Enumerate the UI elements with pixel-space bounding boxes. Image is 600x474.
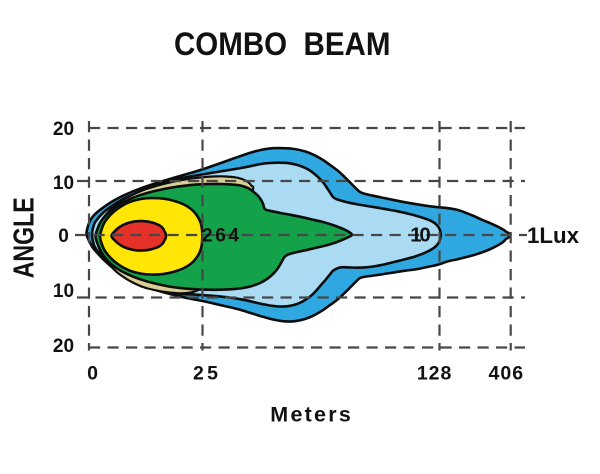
svg-text:10: 10	[410, 223, 431, 246]
svg-text:25: 25	[193, 362, 218, 384]
svg-text:264: 264	[202, 225, 239, 246]
svg-text:20: 20	[53, 336, 74, 357]
svg-text:0: 0	[58, 226, 69, 247]
svg-text:1Lux: 1Lux	[527, 223, 580, 248]
svg-text:20: 20	[53, 119, 74, 140]
svg-text:ANGLE: ANGLE	[9, 197, 41, 278]
svg-text:COMBO BEAM: COMBO BEAM	[174, 26, 391, 62]
svg-text:128: 128	[417, 362, 452, 384]
svg-text:0: 0	[87, 362, 98, 384]
svg-text:Meters: Meters	[270, 402, 351, 426]
svg-text:10: 10	[53, 281, 74, 302]
svg-text:406: 406	[489, 362, 524, 384]
svg-text:10: 10	[53, 173, 74, 194]
